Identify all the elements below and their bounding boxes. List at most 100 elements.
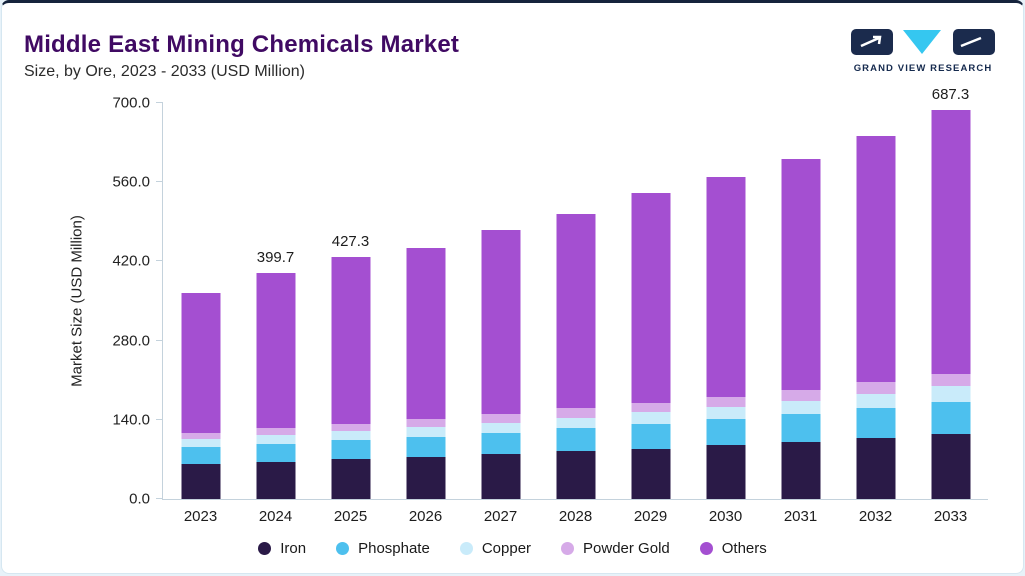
bar-column-2023: 2023 xyxy=(163,103,238,525)
chart-legend: Iron Phosphate Copper Powder Gold Others xyxy=(2,540,1023,557)
page-title: Middle East Mining Chemicals Market xyxy=(24,31,460,58)
bar-segment-copper xyxy=(706,406,745,420)
bar-segment-phosphate xyxy=(931,402,970,434)
bar-column-2031: 2031 xyxy=(763,103,838,525)
bar-segment-phosphate xyxy=(406,436,445,458)
stacked-bar-2033 xyxy=(931,110,970,500)
bar-segment-others xyxy=(706,177,745,397)
bar-segment-powder-gold xyxy=(406,419,445,428)
bar-segment-copper xyxy=(331,431,370,441)
stacked-bar-2026 xyxy=(406,248,445,499)
bar-segment-powder-gold xyxy=(256,428,295,436)
legend-item-others: Others xyxy=(699,540,767,557)
bar-segment-copper xyxy=(781,400,820,415)
stacked-bar-2032 xyxy=(856,135,895,499)
x-axis-tick-label: 2033 xyxy=(933,508,968,525)
y-axis-tick-label: 700.0 xyxy=(112,94,150,112)
y-axis-tick-label: 280.0 xyxy=(112,332,150,350)
legend-color-dot xyxy=(699,542,713,555)
legend-item-copper: Copper xyxy=(459,540,532,557)
logo-marks-icon xyxy=(851,29,995,55)
bar-segment-copper xyxy=(256,435,295,444)
legend-label: Others xyxy=(721,540,767,557)
bar-segment-phosphate xyxy=(631,424,670,449)
bar-segment-phosphate xyxy=(781,414,820,442)
bar-segment-others xyxy=(256,272,295,429)
bar-segment-iron xyxy=(481,454,520,499)
bar-segment-others xyxy=(331,257,370,424)
x-axis-tick-label: 2028 xyxy=(558,508,593,525)
y-axis-tick-label: 560.0 xyxy=(112,173,150,191)
bar-segment-others xyxy=(631,192,670,403)
bar-segment-iron xyxy=(181,463,220,499)
legend-label: Phosphate xyxy=(358,540,430,557)
y-axis-tick-label: 140.0 xyxy=(112,411,150,429)
x-axis-tick-label: 2023 xyxy=(183,508,218,525)
bar-segment-iron xyxy=(331,459,370,499)
bar-segment-phosphate xyxy=(556,428,595,452)
legend-color-dot xyxy=(459,542,473,555)
y-axis-tick-mark xyxy=(156,418,163,420)
stacked-bar-2025 xyxy=(331,257,370,499)
stacked-bar-2027 xyxy=(481,229,520,499)
bar-segment-powder-gold xyxy=(631,402,670,413)
bar-segment-powder-gold xyxy=(481,414,520,423)
bar-segment-others xyxy=(406,248,445,420)
y-axis-tick-label: 420.0 xyxy=(112,252,150,270)
bar-segment-others xyxy=(781,159,820,390)
bar-segment-iron xyxy=(706,445,745,500)
bar-segment-copper xyxy=(856,393,895,409)
y-axis-tick-label: 0.0 xyxy=(129,490,150,508)
y-axis-title: Market Size (USD Million) xyxy=(68,215,86,387)
legend-label: Copper xyxy=(481,540,532,557)
bar-column-2029: 2029 xyxy=(613,103,688,525)
bar-segment-powder-gold xyxy=(556,408,595,418)
bar-segment-others xyxy=(856,135,895,382)
bar-segment-phosphate xyxy=(256,443,295,462)
bar-segment-phosphate xyxy=(181,446,220,464)
bar-segment-phosphate xyxy=(856,408,895,438)
bar-column-2025: 427.3 2025 xyxy=(313,103,388,525)
legend-item-powder-gold: Powder Gold xyxy=(561,540,670,557)
legend-item-phosphate: Phosphate xyxy=(336,540,430,557)
bar-series-container: 2023 399.7 2024 427.3 2025 2026 2027 2028 2029 20… xyxy=(163,86,988,525)
legend-color-dot xyxy=(336,542,350,555)
bar-column-2033: 687.3 2033 xyxy=(913,86,988,525)
stacked-bar-2029 xyxy=(631,192,670,499)
bar-segment-copper xyxy=(631,412,670,425)
plot-area: 0.0 140.0 280.0 420.0 560.0 700.0 2023 399.7 20… xyxy=(112,86,988,525)
bar-segment-powder-gold xyxy=(931,373,970,387)
x-axis-tick-label: 2024 xyxy=(258,508,293,525)
bar-column-2032: 2032 xyxy=(838,103,913,525)
bar-segment-others xyxy=(556,214,595,409)
y-axis-tick-mark xyxy=(156,339,163,341)
bar-segment-iron xyxy=(631,448,670,499)
bar-segment-iron xyxy=(856,437,895,499)
x-axis-tick-label: 2027 xyxy=(483,508,518,525)
bar-segment-powder-gold xyxy=(706,396,745,407)
x-axis-tick-label: 2025 xyxy=(333,508,368,525)
x-axis-tick-label: 2026 xyxy=(408,508,443,525)
bar-column-2024: 399.7 2024 xyxy=(238,103,313,525)
bar-segment-others xyxy=(931,110,970,374)
bar-segment-copper xyxy=(481,422,520,433)
stacked-bar-2028 xyxy=(556,214,595,499)
stacked-bar-2023 xyxy=(181,292,220,499)
logo-wordmark: GRAND VIEW RESEARCH xyxy=(853,63,993,74)
bar-segment-others xyxy=(181,292,220,433)
legend-label: Iron xyxy=(280,540,307,557)
bar-segment-iron xyxy=(556,451,595,499)
legend-item-iron: Iron xyxy=(258,540,306,557)
stacked-bar-2030 xyxy=(706,177,745,500)
bar-segment-copper xyxy=(181,439,220,447)
x-axis-tick-label: 2029 xyxy=(633,508,668,525)
bar-segment-iron xyxy=(931,433,970,500)
bar-segment-phosphate xyxy=(481,432,520,455)
bar-segment-powder-gold xyxy=(331,423,370,432)
y-axis-tick-mark xyxy=(156,498,163,499)
bar-segment-phosphate xyxy=(331,440,370,460)
page-subtitle: Size, by Ore, 2023 - 2033 (USD Million) xyxy=(24,63,305,80)
y-axis-tick-mark xyxy=(156,260,163,262)
legend-color-dot xyxy=(561,542,575,555)
